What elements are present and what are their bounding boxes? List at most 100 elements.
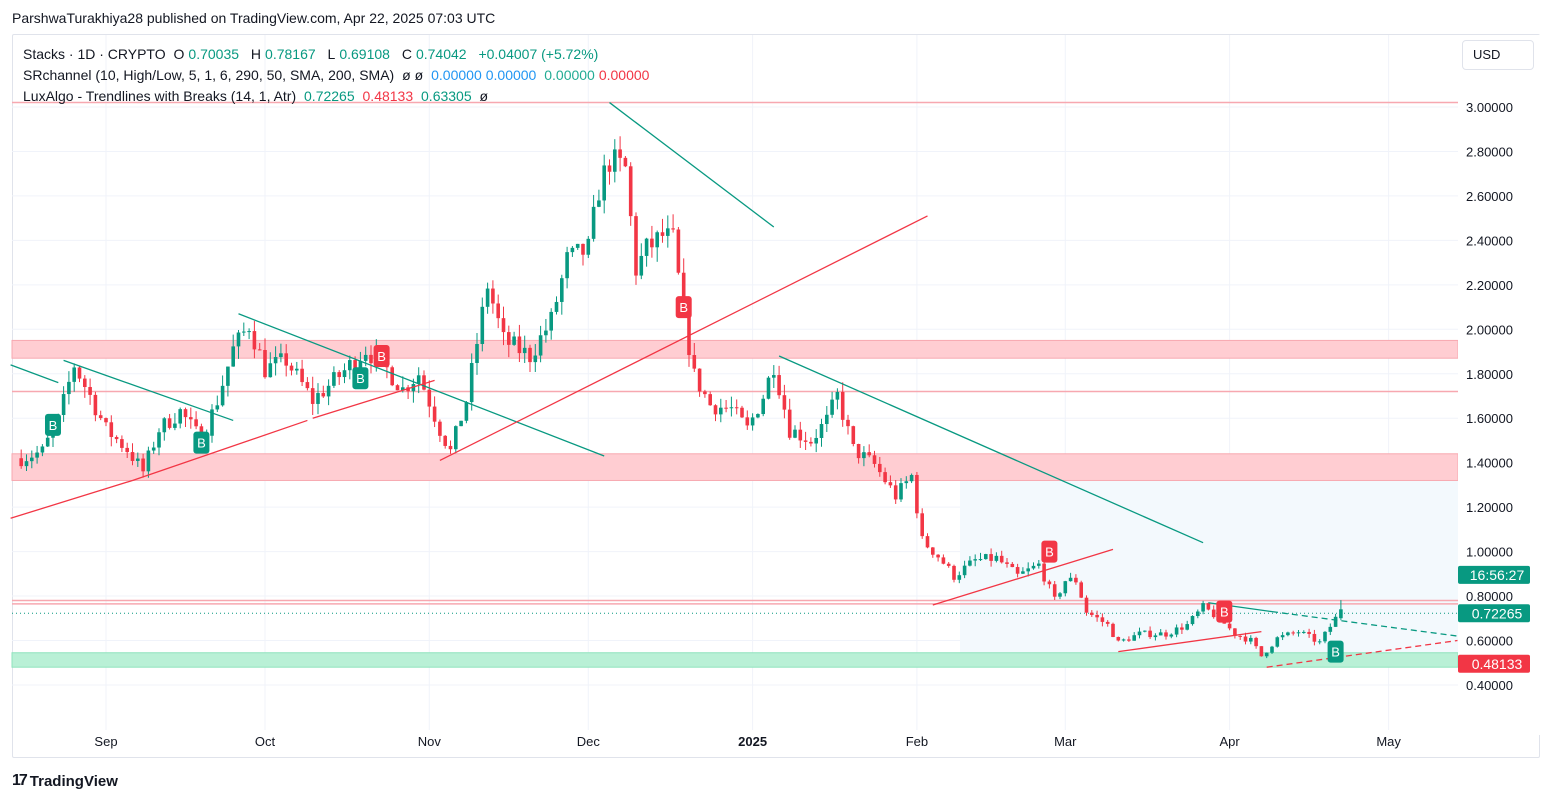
price-tick-label: 1.00000 xyxy=(1466,545,1513,560)
indicator-name[interactable]: LuxAlgo - Trendlines with Breaks (14, 1,… xyxy=(23,88,297,104)
trendline xyxy=(609,102,775,228)
symbol-name[interactable]: Stacks · 1D · CRYPTO xyxy=(23,46,166,62)
candle-body xyxy=(1180,627,1184,630)
candle xyxy=(1296,629,1301,637)
candle xyxy=(146,446,151,478)
candle-body xyxy=(305,382,310,389)
candle xyxy=(427,380,432,418)
candle-body xyxy=(369,354,373,364)
candle-body xyxy=(114,436,119,440)
candle-body xyxy=(427,389,432,407)
candle-body xyxy=(1148,630,1152,638)
candle xyxy=(549,308,553,340)
candle-body xyxy=(1328,626,1333,632)
candle xyxy=(1105,620,1110,627)
candle-body xyxy=(1153,635,1158,638)
candle-body xyxy=(697,368,702,392)
candle-body xyxy=(856,444,861,459)
candle-body xyxy=(1158,632,1163,636)
candle-body xyxy=(1021,571,1025,574)
indicator-value: 0.00000 xyxy=(544,67,595,83)
sr-zone xyxy=(11,453,1459,481)
candle xyxy=(565,246,569,289)
candle-body xyxy=(1116,636,1121,641)
ohlc-low-label: L xyxy=(327,46,336,62)
candle-body xyxy=(1302,631,1306,633)
date-tick-label: Mar xyxy=(1054,734,1077,749)
bearish-break-label: B xyxy=(1216,600,1233,623)
candle xyxy=(692,343,697,372)
ohlc-open-label: O xyxy=(173,46,185,62)
candle xyxy=(136,452,140,467)
bearish-break-label: B xyxy=(675,296,692,319)
candle xyxy=(369,345,373,374)
candle-body xyxy=(83,378,87,388)
candle xyxy=(236,330,241,359)
candle-body xyxy=(220,385,225,406)
indicator-name[interactable]: SRchannel (10, High/Low, 5, 1, 6, 290, 5… xyxy=(23,67,395,83)
candle-body xyxy=(125,447,129,453)
candle xyxy=(77,365,82,383)
candle-body xyxy=(173,423,177,428)
candle xyxy=(560,274,564,315)
candle xyxy=(454,425,458,454)
candle xyxy=(1143,630,1147,633)
candle-body xyxy=(708,394,712,406)
candle xyxy=(1127,636,1131,642)
candle-body xyxy=(565,252,569,279)
candle-body xyxy=(867,452,871,456)
candle-body xyxy=(464,402,469,421)
candle xyxy=(480,297,485,352)
candle xyxy=(634,212,638,285)
candle-body xyxy=(570,247,575,253)
candle xyxy=(1079,580,1083,599)
candle-body xyxy=(973,559,977,561)
na-value: ø xyxy=(479,88,489,104)
label-text: B xyxy=(1331,645,1340,660)
candle-body xyxy=(189,417,193,420)
candle-body xyxy=(19,458,23,467)
candle-body xyxy=(719,407,723,415)
candle xyxy=(19,449,23,469)
candle-body xyxy=(1111,623,1115,637)
candle-body xyxy=(538,335,543,356)
candle xyxy=(1201,600,1205,615)
candle xyxy=(952,564,956,583)
candle-body xyxy=(756,414,760,418)
candle xyxy=(878,456,882,477)
candle xyxy=(332,366,336,388)
candle-body xyxy=(846,419,850,427)
candle-body xyxy=(650,238,654,248)
candle-body xyxy=(517,336,522,354)
candle-body xyxy=(830,399,834,415)
candle-body xyxy=(496,303,500,319)
candle-body xyxy=(178,409,182,424)
candle xyxy=(448,440,453,454)
label-text: B xyxy=(49,418,58,433)
candle-body xyxy=(1307,631,1311,634)
price-tick-label: 0.40000 xyxy=(1466,678,1513,693)
brand-name: TradingView xyxy=(29,772,118,790)
candle-body xyxy=(989,554,993,561)
candle-body xyxy=(353,360,357,370)
candle xyxy=(782,384,787,419)
candle xyxy=(257,343,262,351)
candle xyxy=(703,389,707,398)
candle xyxy=(289,362,294,376)
candle xyxy=(438,419,442,442)
candle xyxy=(422,370,426,391)
candle-body xyxy=(1227,623,1232,629)
bullish-break-label: B xyxy=(352,367,369,390)
candle-body xyxy=(1037,563,1041,566)
candle xyxy=(464,401,469,424)
candle xyxy=(279,343,283,363)
candle xyxy=(1286,631,1290,637)
candle xyxy=(761,394,765,417)
candle xyxy=(40,444,45,457)
currency-button[interactable]: USD xyxy=(1462,40,1534,70)
candle-body xyxy=(544,330,548,336)
candle xyxy=(104,417,108,427)
candle-body xyxy=(888,482,893,486)
candle xyxy=(570,246,575,257)
